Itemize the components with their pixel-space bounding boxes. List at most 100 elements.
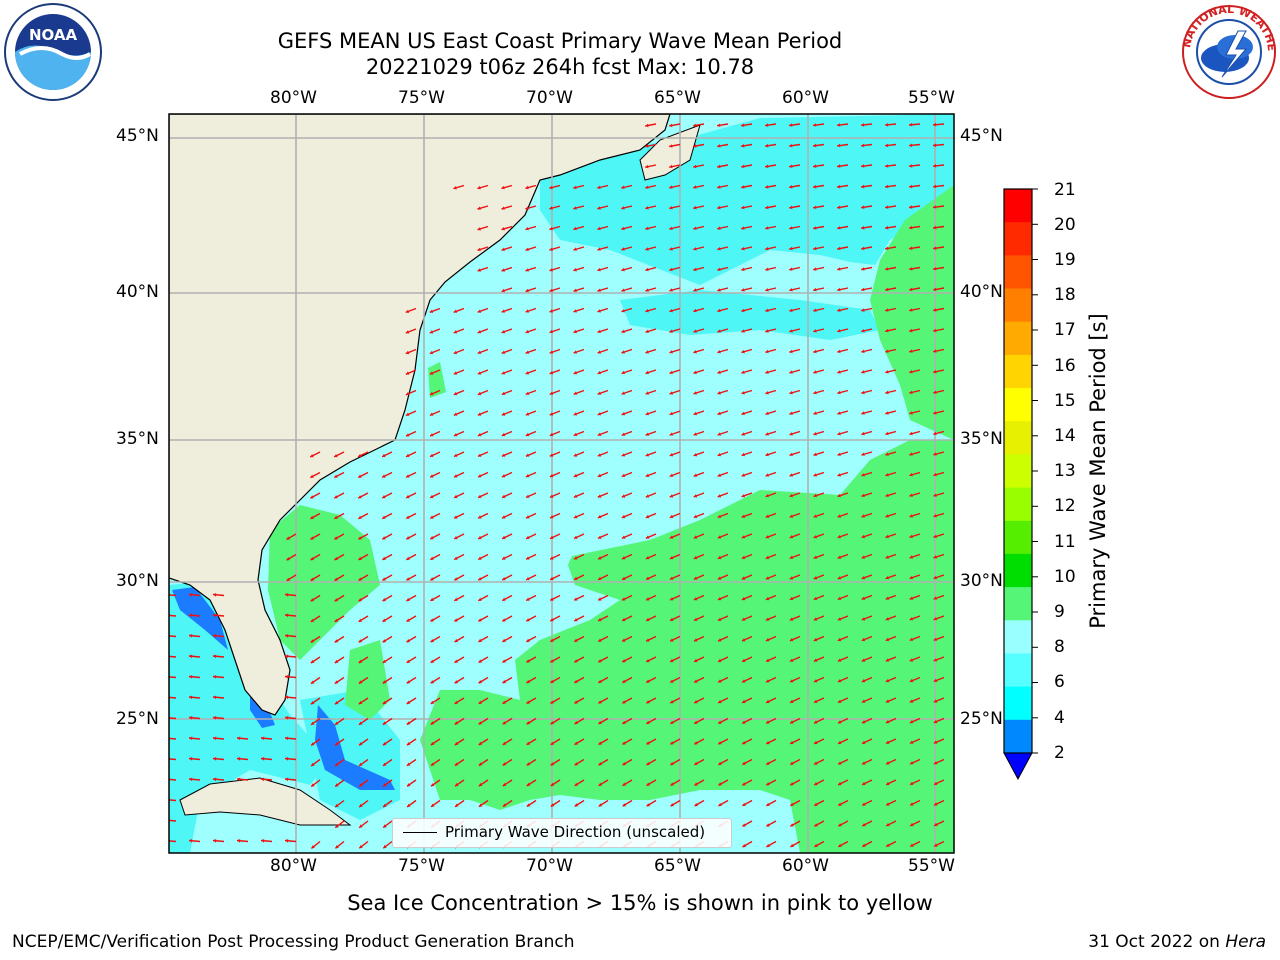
- wave-arrow-head: [405, 309, 410, 313]
- wave-arrow-head: [430, 556, 434, 560]
- wave-arrow-head: [837, 267, 841, 271]
- wave-arrow-head: [693, 308, 697, 313]
- wave-arrow-head: [525, 391, 530, 395]
- colorbar-segment: [1004, 520, 1032, 555]
- wave-arrow-head: [933, 719, 938, 724]
- wave-arrow-head: [405, 392, 410, 396]
- wave-arrow-head: [933, 472, 937, 477]
- wave-arrow-head: [382, 680, 387, 684]
- wave-arrow-head: [406, 618, 410, 622]
- wave-arrow-head: [383, 783, 387, 787]
- wave-arrow-head: [454, 638, 458, 642]
- wave-arrow-head: [597, 288, 601, 292]
- wave-arrow-head: [478, 721, 483, 725]
- wave-arrow-head: [861, 658, 866, 662]
- wave-arrow-head: [453, 350, 458, 355]
- wave-arrow-head: [693, 267, 697, 272]
- wave-arrow-head: [814, 720, 818, 724]
- wave-arrow-head: [861, 205, 865, 209]
- wave-arrow-head: [310, 454, 314, 458]
- wave-arrow: [169, 614, 177, 617]
- wave-arrow-head: [862, 720, 866, 724]
- wave-arrow-head: [406, 494, 410, 499]
- wave-arrow-head: [670, 782, 674, 786]
- wave-arrow-head: [502, 638, 506, 642]
- wave-arrow-head: [454, 577, 458, 581]
- wave-arrow-head: [454, 680, 459, 684]
- wave-arrow-head: [359, 762, 363, 766]
- wave-arrow-head: [669, 370, 673, 375]
- wave-arrow-head: [549, 391, 554, 395]
- wave-arrow-head: [717, 432, 721, 436]
- wave-arrow-head: [645, 411, 649, 416]
- wave-arrow-head: [574, 679, 578, 683]
- lon-label-top-70w: 70°W: [526, 88, 573, 108]
- wave-arrow-head: [501, 330, 506, 334]
- wave-arrow-head: [813, 267, 817, 271]
- colorbar-segment: [1004, 620, 1032, 655]
- wave-arrow-head: [814, 823, 818, 827]
- nws-logo: NATIONAL WEATHER SERVICE: [1180, 3, 1278, 99]
- wave-arrow-head: [622, 638, 626, 642]
- wave-arrow-head: [598, 638, 602, 642]
- wave-arrow-head: [430, 700, 435, 704]
- wave-arrow-head: [574, 741, 578, 745]
- wave-arrow-head: [741, 329, 745, 333]
- wave-arrow-head: [549, 494, 554, 498]
- wave-arrow-head: [909, 184, 913, 189]
- colorbar-tick: 21: [1054, 180, 1076, 200]
- wave-arrow-head: [213, 716, 217, 720]
- wave-arrow-head: [886, 740, 890, 744]
- colorbar-segment: [1004, 454, 1032, 489]
- wave-arrow-head: [861, 184, 865, 189]
- wave-arrow-head: [717, 164, 721, 169]
- wave-arrow-head: [382, 721, 387, 725]
- wave-arrow-head: [717, 350, 721, 354]
- wave-arrow-head: [406, 556, 410, 560]
- wave-arrow-head: [670, 700, 674, 704]
- wave-arrow-head: [454, 741, 459, 745]
- wave-arrow-head: [741, 473, 745, 477]
- wave-arrow-head: [574, 762, 579, 766]
- wave-arrow-head: [837, 226, 841, 230]
- wave-arrow-head: [861, 226, 865, 230]
- colorbar-tick: 8: [1054, 637, 1065, 657]
- wave-arrow-head: [597, 370, 601, 375]
- wave-arrow-head: [693, 432, 697, 436]
- wave-arrow-head: [526, 762, 531, 766]
- wave-arrow-head: [311, 762, 315, 766]
- wave-arrow-head: [165, 614, 168, 618]
- wave-arrow-head: [597, 473, 602, 478]
- wave-arrow-head: [501, 432, 506, 437]
- wave-arrow-head: [502, 597, 506, 601]
- wave-arrow-head: [837, 637, 842, 642]
- wave-arrow-head: [789, 349, 793, 354]
- wave-arrow-head: [645, 535, 650, 539]
- wave-arrow-head: [645, 514, 650, 519]
- wave-arrow-head: [335, 824, 339, 828]
- wave-arrow-head: [165, 634, 168, 638]
- wave-arrow-head: [885, 349, 889, 353]
- wave-arrow-head: [622, 700, 626, 704]
- wave-arrow-head: [741, 391, 745, 395]
- wave-arrow-head: [837, 246, 841, 251]
- wave-arrow-head: [573, 453, 578, 457]
- wave-arrow-head: [693, 453, 698, 457]
- wave-arrow-head: [837, 329, 841, 333]
- wave-arrow-head: [525, 309, 529, 313]
- wave-arrow-head: [573, 515, 578, 519]
- wave-arrow-head: [310, 536, 314, 540]
- colorbar-tick: 12: [1054, 496, 1076, 516]
- wave-arrow-head: [885, 184, 889, 189]
- wave-arrow-head: [765, 617, 770, 621]
- wave-arrow-head: [837, 534, 841, 539]
- wave-arrow-head: [933, 184, 937, 189]
- wave-arrow-head: [310, 701, 315, 705]
- wave-arrow-head: [646, 761, 650, 765]
- wave-arrow-head: [334, 680, 339, 684]
- wave-arrow-head: [694, 761, 698, 765]
- wave-arrow-head: [189, 695, 193, 700]
- wave-arrow-head: [573, 247, 577, 251]
- wave-arrow-head: [477, 247, 481, 252]
- wave-arrow-head: [285, 695, 289, 700]
